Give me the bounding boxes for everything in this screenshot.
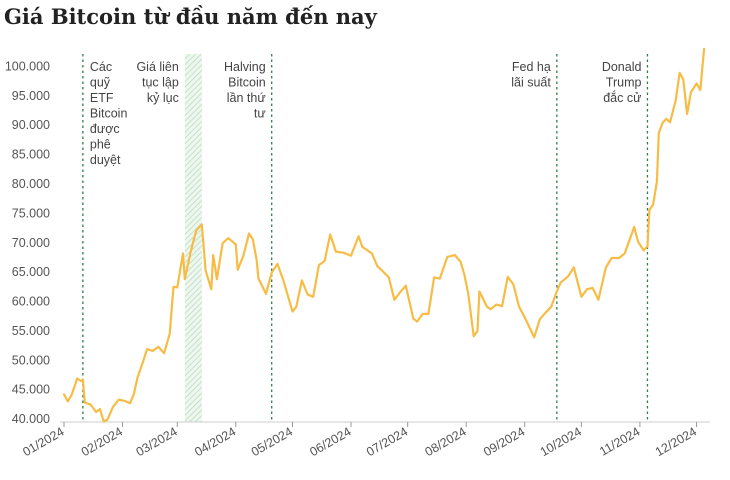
x-tick-label: 06/2024	[307, 424, 353, 459]
y-tick-label: 50.000	[12, 353, 50, 367]
x-tick-label: 12/2024	[653, 424, 699, 459]
event-annotation-3-line: Donald	[602, 60, 642, 74]
event-annotation-0-line: được	[90, 122, 120, 136]
event-annotation-0: Các quỹ ETF Bitcoin được phê duyệt	[90, 60, 128, 167]
event-annotation-3-line: đắc cử	[603, 90, 641, 105]
event-annotation-0-line: Các	[90, 60, 112, 74]
y-tick-label: 55.000	[12, 324, 50, 338]
event-annotation-1: Halving Bitcoin lần thứ tư	[224, 60, 266, 121]
y-tick-label: 90.000	[12, 118, 50, 132]
y-tick-label: 80.000	[12, 177, 50, 191]
event-annotation-3: Donald Trump đắc cử	[602, 60, 642, 105]
event-annotation-0-line: Bitcoin	[90, 107, 128, 121]
y-tick-label: 70.000	[12, 236, 50, 250]
event-lines-layer	[82, 54, 649, 422]
event-annotation-2-line: lãi suất	[511, 76, 551, 90]
event-annotation-1-line: lần thứ	[227, 91, 266, 105]
x-tick-label: 01/2024	[20, 424, 66, 459]
series-layer	[62, 47, 706, 423]
shaded-period-annotation-line: kỷ lục	[147, 91, 179, 105]
y-tick-label: 45.000	[12, 383, 50, 397]
x-axis: 01/2024 02/2024 03/2024 04/2024 05/2024 06/20…	[20, 421, 710, 459]
bitcoin-price-line	[62, 47, 706, 423]
y-axis: 40.000 45.000 50.000 55.000 60.000 65.000 70.0…	[5, 59, 50, 426]
event-annotation-1-line: Bitcoin	[228, 76, 266, 90]
x-tick-label: 05/2024	[249, 424, 295, 459]
y-tick-label: 95.000	[12, 89, 50, 103]
event-annotation-1-line: Halving	[224, 60, 266, 74]
event-annotation-2: Fed hạ lãi suất	[511, 60, 551, 90]
chart-title: Giá Bitcoin từ đầu năm đến nay	[4, 4, 377, 29]
y-tick-label: 65.000	[12, 265, 50, 279]
x-tick-label: 10/2024	[538, 424, 584, 459]
event-annotation-0-line: ETF	[90, 91, 114, 105]
y-tick-label: 75.000	[12, 206, 50, 220]
event-annotation-0-line: quỹ	[90, 76, 111, 90]
x-tick-label: 03/2024	[134, 424, 180, 459]
x-tick-label: 11/2024	[597, 424, 642, 458]
y-tick-label: 60.000	[12, 295, 50, 309]
shaded-period-annotation-line: Giá liên	[136, 60, 178, 74]
event-annotation-3-line: Trump	[606, 76, 642, 90]
event-annotation-2-line: Fed hạ	[512, 60, 551, 74]
x-tick-label: 07/2024	[364, 424, 410, 459]
event-annotation-0-line: phê	[90, 138, 111, 152]
y-tick-label: 40.000	[12, 412, 50, 426]
shaded-period-annotation: Giá liên tục lập kỷ lục	[136, 60, 178, 105]
x-tick-label: 04/2024	[192, 424, 238, 459]
event-annotation-0-line: duyệt	[90, 153, 121, 167]
x-tick-label: 09/2024	[481, 424, 527, 459]
x-tick-label: 08/2024	[423, 424, 469, 459]
y-tick-label: 85.000	[12, 148, 50, 162]
shaded-period-annotation-line: tục lập	[142, 76, 179, 90]
event-annotation-1-line: tư	[254, 107, 266, 121]
x-tick-label: 02/2024	[79, 424, 125, 459]
y-tick-label: 100.000	[5, 59, 50, 73]
